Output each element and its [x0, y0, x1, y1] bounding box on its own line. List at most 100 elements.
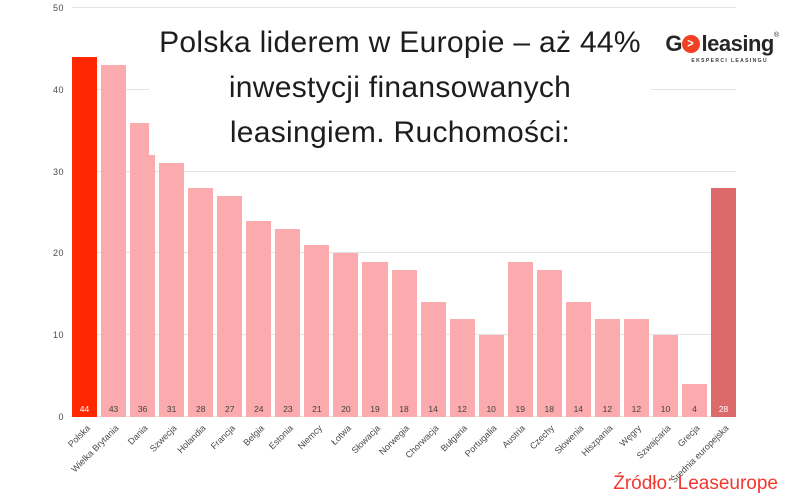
bar-value-label: 14	[573, 404, 584, 414]
x-axis-label: Węgry	[618, 423, 644, 449]
bar-column: 27 Francja	[209, 8, 243, 451]
logo-word-leasing: leasing	[701, 31, 775, 56]
bar-column: 43 Wielka Brytania	[69, 8, 127, 474]
x-axis-label: Niemcy	[295, 423, 324, 452]
bar-column: 36 Dania	[126, 8, 156, 447]
bar-value-label: 18	[544, 404, 554, 414]
bars-container: 44 Polska 43 Wielka Brytania 36 Dania 31 Szwecj…	[65, 8, 737, 485]
bar: 24	[246, 220, 272, 417]
bar: 20	[333, 253, 359, 417]
bar-column: 23 Estonia	[267, 8, 301, 451]
bar-value-label: 27	[225, 404, 235, 414]
gridline	[72, 7, 736, 8]
bar: 12	[623, 318, 649, 417]
bar: 36	[130, 122, 156, 417]
bar-value-label: 4	[692, 404, 697, 414]
bar-value-label: 31	[166, 404, 177, 414]
bar-column: 18 Norwegia	[377, 8, 417, 457]
x-axis-label: Czechy	[528, 423, 557, 452]
source-credit: Źródło: Leaseurope	[613, 473, 778, 494]
registered-trademark-symbol: ®	[773, 32, 779, 39]
bar-column: 19 Austria	[500, 8, 533, 450]
bar-column: 12 Bułgaria	[439, 8, 475, 453]
bar: 28	[188, 187, 214, 417]
bar-column: 28 Holandia	[176, 8, 214, 455]
chart-title-line-3: leasingiem. Ruchomości:	[229, 116, 571, 149]
x-axis-label: Polska	[65, 423, 92, 450]
bar-column: 10 Szwajcaria	[635, 8, 678, 461]
bar-value-label: 12	[631, 404, 642, 414]
bar: 19	[507, 261, 533, 417]
bar: 18	[536, 269, 562, 417]
bar-value-label: 14	[428, 404, 438, 414]
logo-letter-g: G	[665, 31, 682, 56]
bar-column: 18 Czechy	[528, 8, 562, 451]
goleasing-logo-wordmark: G > leasing ®	[665, 31, 779, 57]
bar-value-label: 24	[254, 404, 264, 414]
bar-column: 14 Słowenia	[552, 8, 591, 456]
bar: 10	[478, 335, 504, 417]
bar: 14	[420, 302, 446, 417]
bar: 4	[681, 384, 708, 417]
bar: 14	[565, 302, 591, 417]
bar-value-label: 21	[312, 404, 322, 414]
y-tick-label: 10	[52, 330, 64, 341]
x-axis-label: Austria	[500, 423, 528, 450]
bar: 12	[594, 318, 620, 417]
bar: 31	[159, 163, 185, 417]
y-tick-label: 0	[58, 412, 64, 422]
bar: 10	[652, 335, 678, 417]
bar-column: 20 Łotwa	[329, 8, 359, 447]
logo-arrow-circle-icon: >	[681, 35, 700, 53]
bar-value-label: 12	[602, 404, 613, 414]
bar-value-label: 10	[660, 404, 671, 414]
chart-title-line-2: inwestycji finansowanych	[228, 71, 572, 104]
bar-column: 31 Szwecja	[148, 8, 185, 454]
bar-column: 10 Portugalia	[463, 8, 504, 459]
bar-column: 12 Hiszpania	[579, 8, 620, 458]
bar-value-label: 20	[341, 404, 351, 414]
x-axis-label: Szwecja	[147, 423, 179, 454]
bar: 12	[449, 318, 475, 417]
bar-chart-plot: 0 10 20 30 40 50 44 Polska 43 Wielka Brytania 36 D…	[53, 3, 737, 485]
y-tick-label: 50	[52, 3, 64, 13]
bar-value-label: 18	[399, 404, 409, 414]
x-axis-label: Holandia	[175, 423, 208, 456]
bar: 23	[275, 228, 301, 417]
gridline	[72, 252, 736, 254]
bar-value-label: 19	[515, 404, 525, 414]
bar-column: 4 Grecja	[676, 8, 708, 449]
bar-column: 14 Chorwacja	[403, 8, 446, 460]
x-axis-label: Estonia	[266, 423, 295, 452]
y-tick-label: 30	[52, 166, 64, 177]
bar-value-label: 28	[195, 404, 206, 414]
chart-title-line-1: Polska liderem w Europie – aż 44%	[159, 26, 641, 59]
bar-column: 19 Słowacja	[350, 8, 388, 456]
x-axis-label: Belgia	[241, 423, 266, 448]
bar-column: 12 Węgry	[618, 8, 649, 448]
chevron-right-icon: >	[687, 36, 694, 51]
bar: 27	[217, 196, 243, 417]
x-axis-label: Francja	[208, 423, 237, 452]
bar-value-label: 10	[486, 404, 496, 414]
x-axis-label: Łotwa	[328, 423, 354, 448]
bar-column: 44 Polska	[65, 8, 98, 449]
bar: 43	[101, 65, 127, 417]
bar-value-label: 19	[370, 404, 380, 414]
bar: 21	[304, 245, 330, 417]
bar: 28	[711, 187, 737, 417]
y-tick-label: 20	[52, 248, 64, 259]
bar: 19	[362, 261, 388, 417]
bar-column: 24 Belgia	[241, 8, 272, 448]
bar-column: 21 Niemcy	[296, 8, 330, 451]
x-axis-label: Grecja	[675, 423, 702, 449]
bar: 44	[72, 57, 98, 417]
bar-value-label: 23	[283, 404, 293, 414]
goleasing-logo: G > leasing ® EKSPERCI LEASINGU	[665, 31, 779, 64]
bar-value-label: 36	[137, 404, 148, 414]
logo-tagline: EKSPERCI LEASINGU	[691, 58, 768, 64]
bar-value-label: 43	[108, 404, 119, 414]
bar-value-label: 28	[718, 404, 729, 414]
bar-value-label: 12	[457, 404, 467, 414]
